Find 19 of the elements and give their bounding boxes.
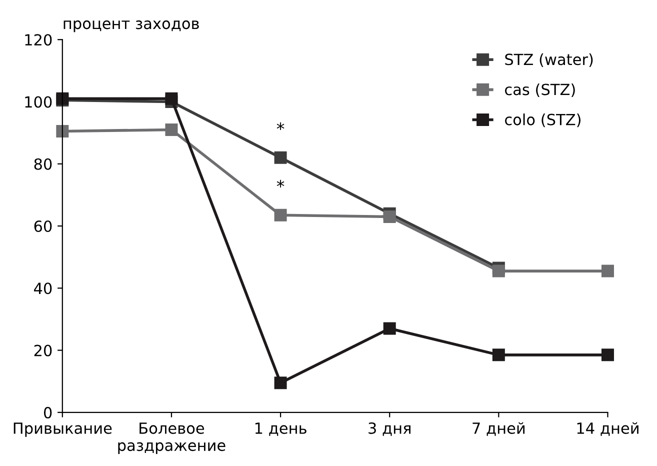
annotation: * — [276, 180, 284, 188]
y-tick-label: 0 — [44, 406, 52, 418]
y-tick-label: 80 — [34, 158, 52, 170]
x-tick-label: Болевое раздражение — [118, 422, 226, 454]
x-tick-label: 7 дней — [472, 422, 525, 436]
y-tick-label: 40 — [34, 282, 52, 294]
legend-label: STZ (water) — [505, 53, 593, 67]
x-tick-label: 14 дней — [577, 422, 638, 436]
legend-label: cas (STZ) — [505, 83, 575, 98]
legend-label: colo (STZ) — [505, 113, 580, 128]
y-axis-title: процент заходов — [64, 20, 199, 32]
y-tick-label: 120 — [25, 34, 52, 46]
annotation: * — [276, 122, 284, 130]
x-tick-label: 3 дня — [368, 422, 410, 436]
y-tick-label: 20 — [34, 344, 52, 356]
y-tick-label: 100 — [25, 96, 52, 108]
x-tick-label: Привыкание — [14, 422, 112, 437]
x-tick-label: 1 день — [255, 422, 306, 436]
y-tick-label: 60 — [34, 220, 52, 232]
